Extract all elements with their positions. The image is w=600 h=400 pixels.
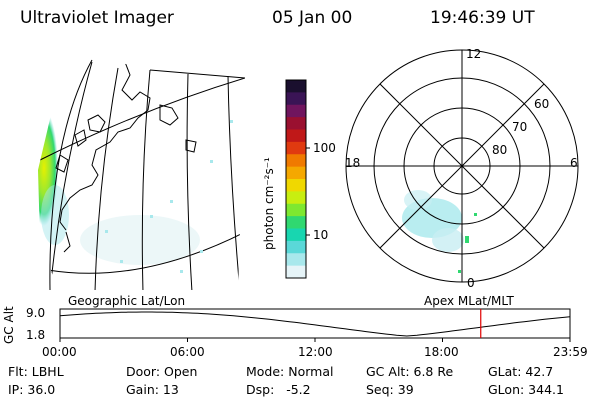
colorbar-segment — [286, 191, 306, 205]
lat-label-70: 70 — [512, 120, 528, 134]
colorbar-segment — [286, 92, 306, 106]
ip-value: IP: 36.0 — [8, 382, 56, 397]
colorbar-segment — [286, 228, 306, 242]
colorbar-segment — [286, 117, 306, 131]
observation-time: 19:46:39 UT — [430, 8, 535, 28]
glon-value: GLon: 344.1 — [488, 382, 564, 397]
mlt-label-12: 12 — [466, 47, 482, 61]
altitude-curve — [59, 311, 571, 337]
door-status: Door: Open — [126, 364, 198, 379]
colorbar-segment — [286, 166, 306, 180]
aurora-limb-emission — [38, 110, 58, 226]
colorbar-tick-100: 100 — [313, 141, 336, 155]
colorbar-segment — [286, 141, 306, 155]
latitude-circle-60 — [373, 77, 551, 255]
background-noise — [105, 120, 233, 273]
gain-value: Gain: 13 — [126, 382, 179, 397]
colorbar-segment — [286, 253, 306, 267]
colorbar-segment — [286, 154, 306, 168]
gc-alt-value: GC Alt: 6.8 Re — [366, 364, 454, 379]
auroral-emission-region — [402, 198, 462, 238]
x-tick-0000: 00:00 — [42, 345, 77, 359]
colorbar-segment — [286, 129, 306, 143]
colorbar-unit-label: photon cm⁻²s⁻¹ — [262, 157, 276, 250]
y-axis-label: GC Alt — [2, 306, 16, 344]
y-tick-1-8: 1.8 — [26, 328, 46, 342]
latitude-circle-outer — [345, 49, 579, 283]
x-tick-0600: 06:00 — [170, 345, 205, 359]
instrument-title: Ultraviolet Imager — [20, 8, 174, 28]
colorbar — [286, 80, 306, 279]
lat-label-60: 60 — [534, 97, 550, 111]
colorbar-segment — [286, 80, 306, 93]
y-tick-9: 9.0 — [26, 306, 46, 320]
colorbar-segment — [286, 216, 306, 230]
timeline-right-caption: Apex MLat/MLT — [424, 294, 514, 308]
colorbar-segment — [286, 179, 306, 192]
mode-value: Mode: Normal — [246, 364, 334, 379]
x-tick-1800: 18:00 — [424, 345, 459, 359]
observation-date: 05 Jan 00 — [272, 8, 353, 28]
coastline — [55, 61, 197, 253]
colorbar-tick-10: 10 — [313, 228, 329, 242]
glat-value: GLat: 42.7 — [488, 364, 554, 379]
latitude-circle-70 — [403, 107, 521, 225]
latitude-circle-80 — [433, 137, 491, 195]
mlt-label-6: 6 — [570, 156, 578, 170]
timeline-left-caption: Geographic Lat/Lon — [68, 294, 186, 308]
colorbar-segment — [286, 104, 306, 118]
mlt-label-18: 18 — [345, 156, 361, 170]
lat-label-80: 80 — [492, 143, 508, 157]
meridian-grid — [39, 61, 245, 290]
colorbar-segment — [286, 265, 306, 279]
x-tick-1200: 12:00 — [298, 345, 333, 359]
colorbar-segment — [286, 240, 306, 254]
mlt-label-0: 0 — [467, 276, 475, 290]
colorbar-segment — [286, 203, 306, 217]
x-tick-2359: 23:59 — [553, 345, 588, 359]
dsp-value: Dsp: -5.2 — [246, 382, 311, 397]
filter-value: Flt: LBHL — [8, 364, 64, 379]
seq-value: Seq: 39 — [366, 382, 414, 397]
